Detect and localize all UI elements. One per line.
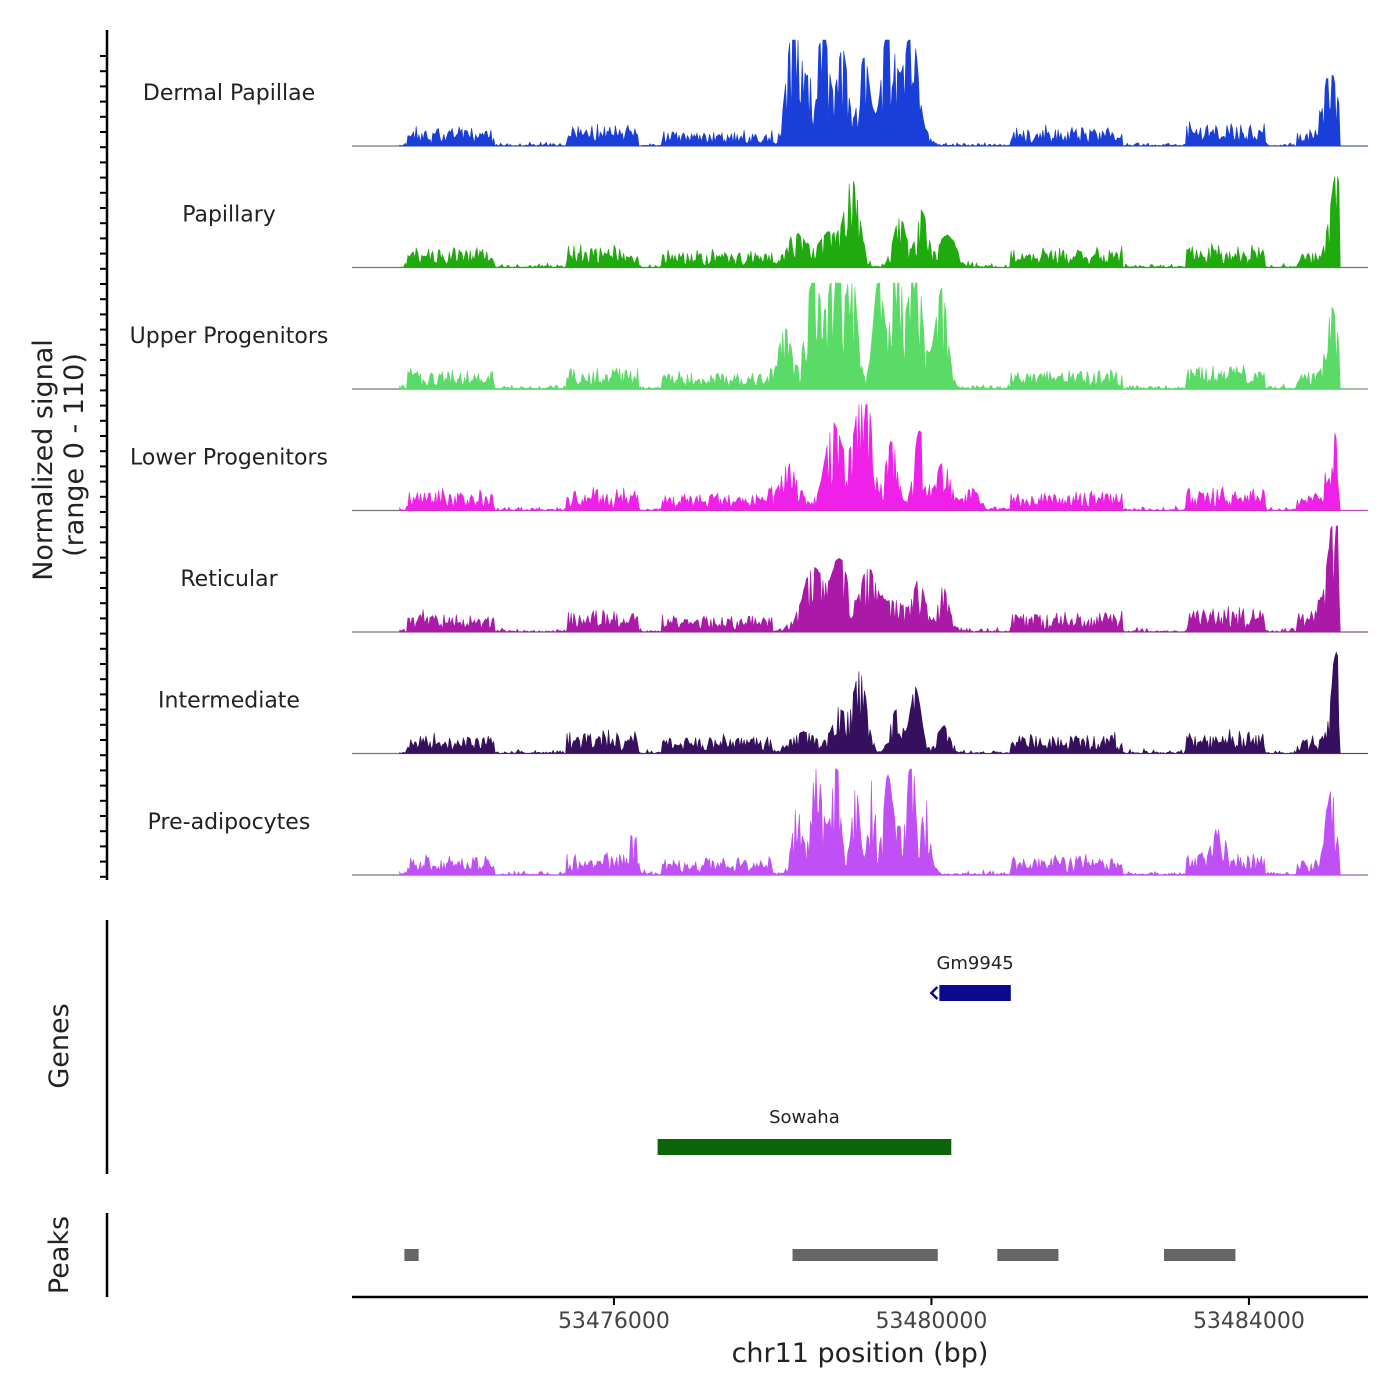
track-intermediate: Intermediate <box>158 651 1368 755</box>
gene-track: Gm9945 Sowaha <box>657 953 1014 1155</box>
signal-tracks: Dermal Papillae Papillary Upper Progenitor… <box>130 39 1368 876</box>
gene-body <box>939 985 1011 1001</box>
x-tick-label: 53476000 <box>558 1309 670 1334</box>
gene-label: Gm9945 <box>936 953 1013 974</box>
gene-sowaha: Sowaha <box>657 1107 952 1155</box>
track-dermal-papillae: Dermal Papillae <box>143 39 1368 147</box>
track-label: Upper Progenitors <box>130 324 329 349</box>
x-tick-label: 53484000 <box>1193 1309 1305 1334</box>
signal-y-axis <box>100 30 109 880</box>
peak-track <box>404 1249 1236 1261</box>
signal-area <box>399 651 1368 755</box>
track-label: Papillary <box>182 203 276 228</box>
peak-region <box>792 1249 938 1261</box>
track-lower-progenitors: Lower Progenitors <box>130 404 1368 512</box>
y-axis-label-line1: Normalized signal <box>28 339 59 581</box>
x-axis-label: chr11 position (bp) <box>732 1338 989 1369</box>
peaks-axis-label: Peaks <box>44 1216 75 1294</box>
track-label: Intermediate <box>158 689 300 714</box>
track-label: Reticular <box>180 567 278 592</box>
track-upper-progenitors: Upper Progenitors <box>130 282 1368 390</box>
x-axis-ticks: 53476000 53480000 53484000 <box>558 1297 1305 1334</box>
track-label: Lower Progenitors <box>130 446 328 471</box>
track-label: Dermal Papillae <box>143 81 315 106</box>
track-pre-adipocytes: Pre-adipocytes <box>148 768 1368 876</box>
signal-area <box>399 525 1368 633</box>
track-label: Pre-adipocytes <box>148 810 311 835</box>
signal-area <box>399 39 1368 147</box>
x-tick-label: 53480000 <box>875 1309 987 1334</box>
signal-area <box>399 176 1368 269</box>
y-axis-label-line2: (range 0 - 110) <box>59 353 90 557</box>
peak-region <box>997 1249 1059 1261</box>
gene-body <box>657 1139 952 1155</box>
signal-area <box>399 768 1368 876</box>
track-reticular: Reticular <box>180 525 1368 633</box>
gene-label: Sowaha <box>769 1107 840 1128</box>
genes-axis-label: Genes <box>44 1003 75 1088</box>
signal-area <box>399 282 1368 390</box>
strand-arrow-icon <box>929 986 939 1000</box>
peak-region <box>1164 1249 1236 1261</box>
signal-area <box>399 404 1368 512</box>
track-papillary: Papillary <box>182 176 1368 269</box>
gene-gm9945: Gm9945 <box>929 953 1014 1001</box>
peak-region <box>404 1249 419 1261</box>
